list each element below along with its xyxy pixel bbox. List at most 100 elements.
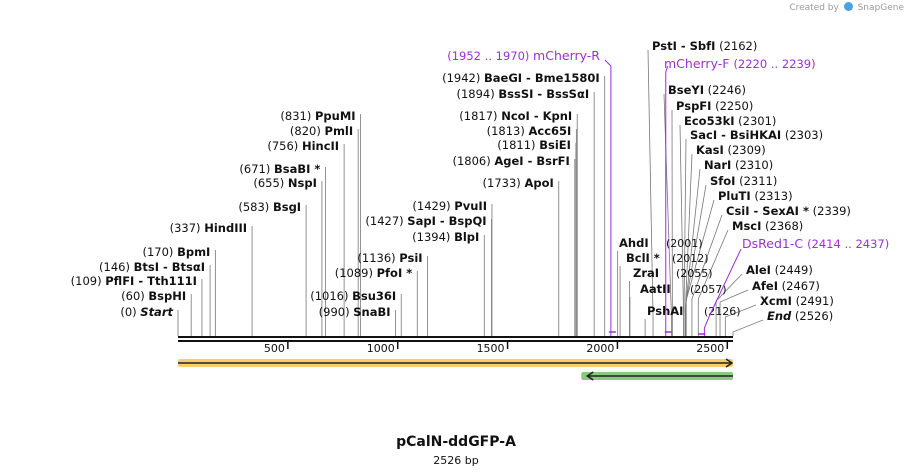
axis-tick-label: 2500: [696, 342, 724, 355]
site-label-bsssi-bsss-i: (1894) BssSI - BssSαI: [457, 87, 590, 101]
primer-line-mcherry-f: [665, 65, 669, 336]
primer-line-dsred1-c: [703, 248, 742, 336]
site-label-psti-sbfi: PstI - SbfI (2162): [652, 39, 757, 53]
site-coord: (2303): [781, 128, 823, 142]
axis-tick-label: 2000: [586, 342, 614, 355]
site-label-nari: NarI (2310): [704, 158, 773, 172]
primer-name: DsRed1-C: [742, 236, 807, 251]
site-coord: (583): [238, 200, 273, 214]
site-name: BseYI: [668, 83, 704, 97]
site-label-end: End (2526): [767, 309, 833, 323]
site-label-bsphi: (60) BspHI: [121, 289, 186, 303]
site-coord: (2526): [791, 309, 833, 323]
site-name: HindIII: [204, 221, 247, 235]
site-name: NcoI - KpnI: [501, 109, 572, 123]
site-name: BssSI - BssSαI: [498, 87, 589, 101]
site-coord: (1016): [310, 289, 352, 303]
site-name: PluTI: [718, 189, 751, 203]
site-label-eco53ki: Eco53kI (2301): [684, 114, 776, 128]
site-coord: (655): [253, 176, 288, 190]
site-coord: (146): [99, 260, 134, 274]
site-coord: (2368): [761, 219, 803, 233]
site-line-end: [732, 319, 764, 336]
site-coord: (2449): [771, 263, 813, 277]
site-name: PspFI: [676, 99, 711, 113]
site-name: XcmI: [760, 294, 792, 308]
site-name-zrai: ZraI: [633, 266, 659, 280]
site-coord: (170): [142, 245, 177, 259]
axis-tick-label: 1500: [477, 342, 505, 355]
site-label-pmli: (820) PmlI: [290, 124, 353, 138]
orange-feature-arrowhead: [725, 358, 734, 368]
site-name: MscI: [732, 219, 761, 233]
site-line-saci-bsihkai: [683, 138, 687, 336]
primer-name: mCherry-F: [664, 56, 733, 71]
site-name: Acc65I: [529, 124, 572, 138]
site-label-agei-bsrfi: (1806) AgeI - BsrFI: [452, 154, 569, 168]
axis-tick-label: 1000: [367, 342, 395, 355]
site-line-csii-sexai: [691, 214, 723, 336]
site-name: End: [767, 309, 792, 323]
site-coord: (671): [239, 162, 274, 176]
primer-label-mcherry-f: mCherry-F (2220 .. 2239): [664, 56, 816, 71]
site-line-pluti: [685, 199, 715, 336]
site-name: BlpI: [454, 230, 479, 244]
site-label-xcmi: XcmI (2491): [760, 294, 834, 308]
primer-range: (2220 .. 2239): [733, 57, 815, 71]
site-coord: (1733): [483, 176, 525, 190]
site-label-psii: (1136) PsiI: [357, 251, 422, 265]
site-label-snabi: (990) SnaBI: [319, 305, 391, 319]
site-name: AfeI: [752, 279, 778, 293]
site-coord-aatii: (2057): [690, 283, 727, 296]
site-label-kasi: KasI (2309): [696, 143, 766, 157]
site-name: PsiI: [399, 251, 422, 265]
site-coord-zrai: (2055): [676, 267, 713, 280]
site-coord: (1394): [412, 230, 454, 244]
site-name: BsiEI: [539, 138, 571, 152]
site-label-ppumi: (831) PpuMI: [280, 109, 355, 123]
site-coord: (2467): [778, 279, 820, 293]
primer-range: (1952 .. 1970): [447, 49, 533, 63]
site-coord: (60): [121, 289, 148, 303]
site-label-bsabi: (671) BsaBI *: [239, 162, 320, 176]
site-coord: (2301): [735, 114, 777, 128]
site-coord: (2162): [715, 39, 757, 53]
site-coord: (0): [120, 305, 140, 319]
site-name: BpmI: [177, 245, 210, 259]
site-coord: (2339): [809, 204, 851, 218]
site-name: SfoI: [710, 174, 735, 188]
site-label-pluti: PluTI (2313): [718, 189, 793, 203]
site-line-xcmi: [724, 304, 757, 336]
snapgene-credit: Created by SnapGene: [789, 2, 904, 13]
site-coord: (1894): [457, 87, 499, 101]
credit-prefix: Created by: [789, 3, 839, 13]
primer-label-mcherry-r: (1952 .. 1970) mCherry-R: [447, 48, 600, 63]
site-name: PfoI *: [377, 266, 413, 280]
site-label-btsi-bts-i: (146) BtsI - BtsαI: [99, 260, 205, 274]
site-label-bseyi: BseYI (2246): [668, 83, 746, 97]
site-name: PflFI - Tth111I: [105, 274, 197, 288]
site-coord: (1813): [487, 124, 529, 138]
site-name: Eco53kI: [684, 114, 735, 128]
site-coord: (1429): [412, 199, 454, 213]
site-name: SapI - BspQI: [407, 214, 486, 228]
snapgene-logo-icon: [843, 2, 853, 11]
site-label-alei: AleI (2449): [746, 263, 813, 277]
site-name: ApoI: [524, 176, 553, 190]
site-name: BspHI: [148, 289, 186, 303]
site-coord: (756): [267, 139, 302, 153]
site-name: AgeI - BsrFI: [494, 154, 569, 168]
site-name: PstI - SbfI: [652, 39, 715, 53]
site-label-ncoi-kpni: (1817) NcoI - KpnI: [459, 109, 572, 123]
site-coord: (2491): [792, 294, 834, 308]
site-label-pspfi: PspFI (2250): [676, 99, 753, 113]
site-coord: (1089): [335, 266, 377, 280]
site-name: PmlI: [325, 124, 354, 138]
site-coord: (1942): [442, 71, 484, 85]
site-label-start: (0) Start: [120, 305, 173, 319]
site-label-sapi-bspqi: (1427) SapI - BspQI: [365, 214, 486, 228]
site-name-pshai: PshAI: [647, 304, 683, 318]
site-name: Start: [140, 305, 173, 319]
site-coord: (2309): [724, 143, 766, 157]
